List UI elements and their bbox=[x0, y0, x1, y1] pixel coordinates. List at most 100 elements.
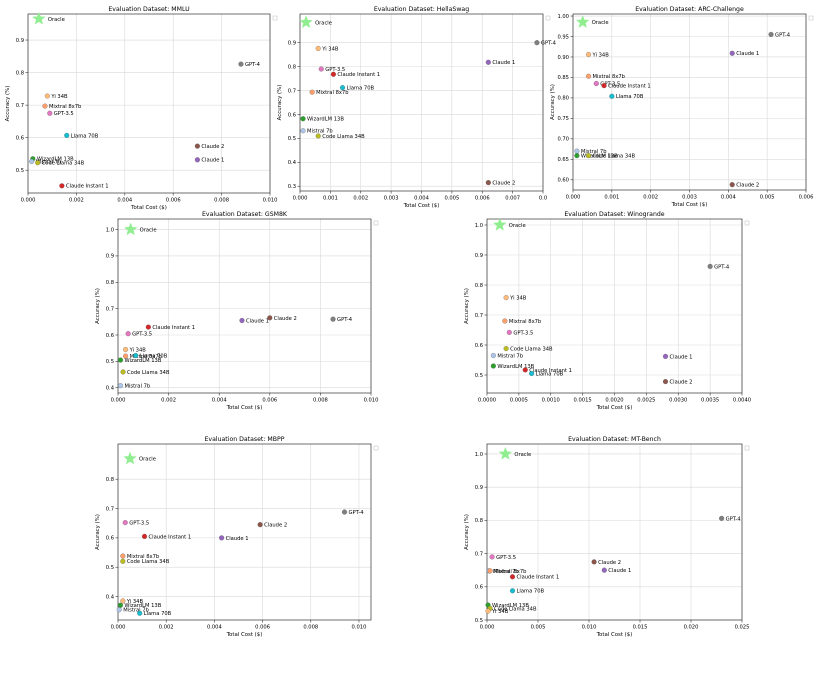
data-point-mixtral-8x7b: Mixtral 8x7b bbox=[586, 73, 626, 80]
point-label: Yi 34B bbox=[50, 94, 68, 100]
point-marker bbox=[340, 85, 346, 91]
data-point-mixtral-8x7b: Mixtral 8x7b bbox=[123, 353, 163, 360]
data-point-oracle: Oracle bbox=[123, 222, 157, 236]
y-axis-label: Accuracy (%) bbox=[95, 288, 101, 324]
data-point-claude-2: Claude 2 bbox=[267, 315, 297, 322]
point-label: Mixtral 8x7b bbox=[509, 319, 542, 325]
x-tick-label: 0.002 bbox=[161, 398, 176, 404]
x-tick-label: 0.008 bbox=[214, 198, 229, 204]
x-tick-label: 0.008 bbox=[303, 625, 318, 631]
point-marker bbox=[117, 602, 123, 608]
point-label: GPT-3.5 bbox=[496, 555, 516, 561]
oracle-star-marker bbox=[123, 451, 137, 465]
oracle-star-marker bbox=[493, 217, 507, 231]
legend-box bbox=[373, 220, 379, 226]
y-tick-label: 0.4 bbox=[106, 386, 115, 392]
point-label: WizardLM 13B bbox=[307, 117, 344, 123]
data-point-mistral-7b: Mistral 7b bbox=[29, 158, 62, 165]
data-point-claude-instant-1: Claude Instant 1 bbox=[509, 574, 559, 581]
data-point-gpt-3-5: GPT-3.5 bbox=[506, 329, 533, 336]
y-tick-label: 0.7 bbox=[106, 506, 114, 512]
point-marker bbox=[485, 180, 491, 186]
y-tick-label: 0.8 bbox=[288, 64, 296, 70]
point-marker bbox=[509, 588, 516, 594]
y-tick-label: 0.7 bbox=[16, 103, 24, 109]
point-label: Code Llama 34B bbox=[127, 559, 170, 565]
data-point-oracle: Oracle bbox=[299, 15, 332, 29]
point-marker bbox=[318, 66, 324, 72]
plot-frame bbox=[486, 443, 743, 621]
legend-box bbox=[808, 15, 814, 21]
x-tick-label: 0.001 bbox=[323, 196, 338, 202]
y-axis-label: Accuracy (%) bbox=[464, 288, 470, 324]
point-label: Mixtral 8x7b bbox=[49, 104, 82, 110]
point-label: Llama 70B bbox=[536, 371, 564, 377]
data-point-yi-34b: Yi 34B bbox=[44, 93, 68, 100]
x-tick-label: 0.000 bbox=[111, 625, 126, 631]
y-tick-label: 0.70 bbox=[557, 137, 569, 143]
point-marker bbox=[586, 153, 592, 159]
y-tick-label: 0.6 bbox=[106, 536, 114, 542]
point-label: Yi 34B bbox=[592, 52, 610, 58]
data-point-claude-1: Claude 1 bbox=[729, 50, 759, 57]
point-marker bbox=[44, 93, 50, 99]
data-point-gpt-3-5: GPT-3.5 bbox=[318, 66, 345, 73]
data-point-claude-2: Claude 2 bbox=[591, 559, 621, 566]
x-tick-label: 0.005 bbox=[760, 195, 775, 201]
point-marker bbox=[490, 352, 496, 359]
point-label: WizardLM 13B bbox=[124, 603, 161, 609]
point-marker bbox=[133, 353, 139, 359]
data-point-wizardlm-13b: WizardLM 13B bbox=[118, 357, 162, 364]
point-marker bbox=[586, 51, 592, 58]
point-marker bbox=[586, 73, 592, 79]
point-label: Mistral 7b bbox=[581, 149, 607, 155]
x-tick-label: 0.0000 bbox=[478, 398, 496, 404]
point-marker bbox=[522, 367, 528, 373]
y-tick-label: 0.80 bbox=[557, 96, 569, 102]
chart-title: Evaluation Dataset: GSM8K bbox=[202, 211, 288, 218]
point-marker bbox=[601, 83, 607, 89]
data-point-llama-70b: Llama 70B bbox=[340, 85, 375, 92]
point-label: GPT-3.5 bbox=[513, 330, 533, 336]
legend-box bbox=[744, 220, 750, 226]
data-point-gpt-4: GPT-4 bbox=[707, 263, 730, 270]
point-label: Claude 1 bbox=[670, 354, 693, 360]
point-label: Claude Instant 1 bbox=[529, 368, 572, 374]
chart-title: Evaluation Dataset: HellaSwag bbox=[374, 6, 469, 13]
point-marker bbox=[662, 379, 669, 385]
x-tick-label: 0.010 bbox=[582, 625, 597, 631]
x-tick-label: 0.006 bbox=[799, 195, 814, 201]
point-marker bbox=[118, 357, 124, 363]
point-marker bbox=[485, 59, 491, 65]
x-tick-label: 0.002 bbox=[159, 625, 174, 631]
point-label: GPT-4 bbox=[541, 41, 557, 47]
y-tick-label: 0.8 bbox=[16, 70, 24, 76]
y-tick-label: 0.5 bbox=[106, 565, 114, 571]
data-point-claude-1: Claude 1 bbox=[601, 567, 631, 574]
point-marker bbox=[506, 329, 512, 335]
x-axis-label: Total Cost ($) bbox=[596, 632, 633, 638]
point-label: Mixtral 8x7b bbox=[316, 90, 349, 96]
x-tick-label: 0.004 bbox=[721, 195, 737, 201]
legend-box bbox=[744, 445, 750, 451]
y-tick-label: 1.0 bbox=[475, 223, 483, 229]
y-tick-label: 0.7 bbox=[106, 306, 114, 312]
data-point-wizardlm-13b: WizardLM 13B bbox=[117, 602, 162, 609]
point-label: Yi 34B bbox=[129, 347, 147, 353]
data-point-oracle: Oracle bbox=[498, 446, 531, 460]
y-tick-label: 0.6 bbox=[475, 343, 483, 349]
data-point-wizardlm-13b: WizardLM 13B bbox=[574, 153, 618, 160]
y-tick-label: 0.75 bbox=[557, 116, 569, 122]
y-tick-label: 1.0 bbox=[475, 452, 483, 458]
point-label: Llama 70B bbox=[144, 611, 172, 617]
point-marker bbox=[123, 353, 129, 359]
point-marker bbox=[125, 331, 131, 337]
point-marker bbox=[35, 160, 41, 166]
x-tick-label: 0.000 bbox=[566, 195, 581, 201]
point-label: Code Llama 34B bbox=[322, 134, 365, 140]
data-point-claude-1: Claude 1 bbox=[239, 317, 269, 324]
point-label: GPT-3.5 bbox=[600, 81, 620, 87]
y-tick-label: 0.85 bbox=[557, 75, 569, 81]
point-label: WizardLM 13B bbox=[497, 364, 534, 370]
point-label: WizardLM 13B bbox=[492, 603, 529, 609]
